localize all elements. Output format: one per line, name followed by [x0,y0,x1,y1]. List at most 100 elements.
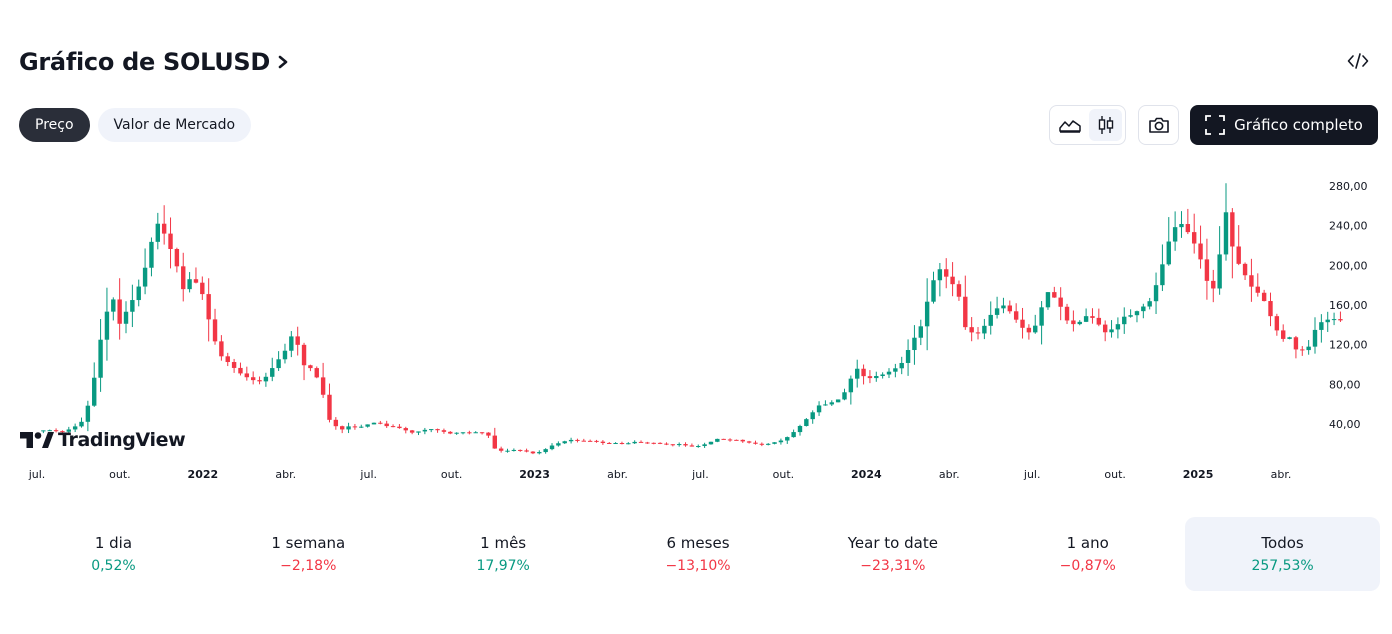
period-year-to-date[interactable]: Year to date −23,31% [795,517,990,591]
candle-body [791,432,796,438]
candle-down [60,430,65,434]
tradingview-logo[interactable]: TradingView [20,428,186,452]
candle-up [893,363,898,378]
candle-body [924,301,930,327]
candle-up [1141,303,1146,319]
period-1-year[interactable]: 1 ano −0,87% [990,517,1185,591]
price-chart[interactable]: 280,00 240,00 200,00 160,00 120,00 80,00 40,00… [0,160,1392,490]
candle-down [619,441,625,445]
candle-body [1045,292,1051,308]
period-all[interactable]: Todos 257,53% [1185,517,1381,591]
candle-body [1122,316,1127,325]
candle-up [136,279,141,307]
period-1-week[interactable]: 1 semana −2,18% [211,517,406,591]
candle-body [734,439,739,441]
candle-up [187,272,192,293]
candle-down [448,431,453,435]
candle-body [117,299,122,324]
x-tick-label: jul. [359,468,377,481]
candle-body [855,368,860,379]
candle-body [142,267,148,287]
candle-up [874,371,879,382]
candle-body [1242,263,1248,276]
tab-market-cap[interactable]: Valor de Mercado [97,108,252,142]
candle-down [161,205,167,245]
x-tick-label: out. [441,468,463,481]
candle-body [753,442,758,444]
candle-body [765,443,771,445]
x-tick-year-label: 2022 [188,468,219,481]
candle-body [772,442,777,444]
x-tick-label: abr. [939,468,960,481]
period-1-day[interactable]: 1 dia 0,52% [16,517,211,591]
candle-up [924,278,930,351]
tab-price[interactable]: Preço [19,108,90,142]
candle-down [1096,308,1102,327]
candle-body [1052,292,1057,298]
candle-body [41,430,46,432]
candle-body [263,376,269,382]
candle-body [505,450,510,452]
candle-body [1001,305,1006,309]
candle-body [72,426,78,430]
candle-down [1020,307,1025,339]
candle-body [702,444,707,447]
area-chart-button[interactable] [1053,109,1086,141]
candle-body [829,402,834,405]
snapshot-button[interactable] [1138,105,1179,145]
candle-down [1268,292,1273,327]
candle-up [556,441,561,447]
candle-body [231,362,237,368]
candle-body [1287,337,1292,339]
candle-body [359,426,364,428]
candle-up [1122,307,1127,334]
candle-body [587,440,593,442]
candle-up [1039,301,1044,345]
period-6-months[interactable]: 6 meses −13,10% [601,517,796,591]
candle-body [1179,224,1184,228]
candle-body [289,336,294,351]
page-title[interactable]: Gráfico de SOLUSD [19,44,291,80]
x-tick-label: jul. [691,468,709,481]
candle-body [645,442,650,444]
candle-up [1109,320,1114,338]
candle-down [231,358,237,373]
candle-body [1325,319,1330,323]
candle-down [963,275,968,330]
candle-down [479,432,485,435]
candle-down [657,442,663,445]
period-1-month[interactable]: 1 mês 17,97% [406,517,601,591]
candle-body [1319,322,1324,330]
candle-body [390,426,396,428]
candle-down [1261,289,1267,302]
candle-up [855,359,860,388]
candle-body [1071,320,1076,325]
candle-down [1007,300,1013,314]
candle-down [409,429,415,435]
chevron-right-icon [278,55,288,69]
candle-down [53,428,59,433]
candle-up [454,432,459,435]
candle-body [918,326,923,338]
candle-down [689,443,695,447]
candle-body [721,438,726,440]
candle-body [1281,330,1286,339]
x-tick-label: jul. [1023,468,1041,481]
candle-body [759,443,765,445]
candle-body [460,432,466,434]
candle-up [149,237,154,277]
candle-body [301,344,307,366]
candle-body [53,430,59,432]
candle-down [721,438,726,440]
candle-body [670,444,676,446]
candle-down [956,280,962,301]
candle-down [212,308,218,345]
candle-body [835,399,841,403]
candlestick-chart-button[interactable] [1089,109,1122,141]
candle-up [47,429,52,432]
period-label: 1 dia [94,534,133,552]
candle-body [270,368,275,377]
full-chart-button[interactable]: Gráfico completo [1190,105,1378,145]
embed-code-button[interactable] [1343,47,1373,75]
candle-down [1242,262,1248,281]
